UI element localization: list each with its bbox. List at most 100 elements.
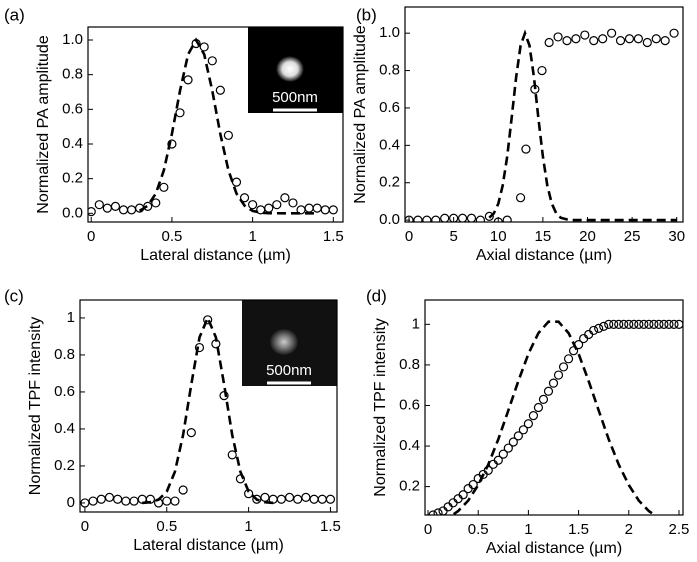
data-point [301, 492, 311, 502]
data-point [94, 200, 104, 210]
panel: 0 0.5 1 1.5 0 0.2 0.4 0.6 0.8 1 500nm Lateral dista… [4, 286, 341, 554]
data-point [475, 215, 486, 222]
y-tick-label: 0 [67, 494, 75, 511]
data-point [562, 36, 572, 46]
data-point [624, 319, 634, 329]
data-point [530, 84, 540, 94]
x-tick-label: 0.5 [468, 521, 489, 538]
data-point [493, 455, 503, 465]
data-point [515, 193, 526, 203]
data-point [609, 319, 619, 329]
panel: 0 0.5 1 1.5 0.0 0.2 0.4 0.6 0.8 1.0 500nm Lateral d… [4, 5, 344, 264]
data-point [328, 205, 338, 215]
y-tick-label: 0.8 [399, 356, 420, 373]
data-point [633, 34, 643, 44]
data-point [440, 213, 450, 222]
data-point [199, 42, 209, 52]
data-point [272, 200, 282, 210]
data-point [604, 319, 614, 329]
plot-area [405, 28, 679, 222]
y-tick-label: 0.4 [54, 420, 75, 437]
data-point [488, 459, 498, 469]
data-point [113, 494, 123, 504]
data-point [571, 34, 581, 44]
x-tick-label: 0.5 [161, 228, 182, 245]
y-tick-label: 0.2 [399, 478, 420, 495]
x-tick-label: 0 [405, 228, 413, 245]
data-point [508, 437, 518, 447]
x-tick-label: 2 [625, 521, 633, 538]
plot-area [88, 37, 338, 217]
data-point [599, 321, 609, 331]
x-tick-label: 5 [449, 228, 457, 245]
data-point [619, 319, 629, 329]
data-point [320, 205, 330, 215]
data-point [563, 354, 574, 364]
y-tick-label: 1.0 [379, 24, 400, 41]
data-point [260, 492, 270, 502]
x-axis-title: Lateral distance (µm) [140, 247, 291, 264]
inset-spot [270, 329, 298, 355]
data-point [118, 205, 129, 215]
data-point [309, 494, 319, 504]
data-point [664, 319, 674, 329]
data-point [669, 319, 679, 329]
data-point [548, 378, 559, 388]
data-point [521, 144, 531, 154]
plot-area [428, 319, 683, 515]
data-point [674, 319, 683, 329]
y-tick-label: 0.4 [62, 135, 83, 152]
x-axis-title: Axial distance (µm) [486, 540, 622, 557]
data-point [543, 386, 554, 396]
data-point [589, 36, 599, 46]
data-point [88, 496, 98, 506]
y-tick-label: 0.0 [62, 204, 83, 221]
data-point [207, 56, 217, 66]
data-point [312, 203, 322, 213]
axes-frame [79, 299, 338, 513]
data-point [607, 28, 617, 38]
axes-frame [87, 26, 344, 223]
data-point [498, 449, 508, 459]
axes-frame [424, 299, 684, 516]
y-tick-label: 0.2 [379, 174, 400, 191]
y-tick-label: 1 [67, 309, 75, 326]
data-point [167, 139, 177, 149]
panel: 0 5 10 15 20 25 30 0.0 0.2 0.4 0.6 0.8 1.0 Axial dist… [352, 5, 685, 264]
data-point [615, 36, 626, 46]
x-tick-label: 15 [535, 228, 552, 245]
data-point [102, 203, 112, 213]
data-point [544, 37, 554, 48]
data-point [413, 215, 423, 222]
plot-area [80, 314, 336, 508]
y-tick-label: 0.8 [62, 66, 83, 83]
x-tick-label: 0.5 [156, 518, 177, 535]
data-point [669, 28, 679, 38]
y-tick-label: 0.6 [54, 383, 75, 400]
x-tick-label: 1.5 [568, 521, 589, 538]
data-point [143, 201, 153, 211]
data-point [215, 85, 225, 95]
data-point [580, 30, 590, 40]
data-point [288, 198, 298, 208]
data-point [443, 502, 453, 512]
data-point [642, 37, 652, 48]
x-axis-title: Lateral distance (µm) [133, 537, 284, 554]
data-point [651, 34, 661, 44]
y-tick-label: 0.8 [54, 346, 75, 363]
data-point [231, 177, 242, 187]
data-point [538, 394, 549, 404]
y-axis-title: Normalized PA amplitude [35, 35, 52, 214]
inset-scale-label: 500nm [272, 89, 318, 106]
x-tick-label: 1.5 [323, 228, 344, 245]
data-point [293, 494, 303, 504]
panel-label: (d) [366, 286, 387, 305]
y-tick-label: 0.4 [379, 136, 400, 153]
x-tick-label: 1 [244, 518, 252, 535]
data-point [568, 346, 579, 356]
x-tick-label: 25 [624, 228, 641, 245]
y-tick-label: 0.6 [379, 99, 400, 116]
data-point [219, 391, 229, 401]
data-point [453, 494, 463, 504]
data-point [227, 450, 237, 460]
